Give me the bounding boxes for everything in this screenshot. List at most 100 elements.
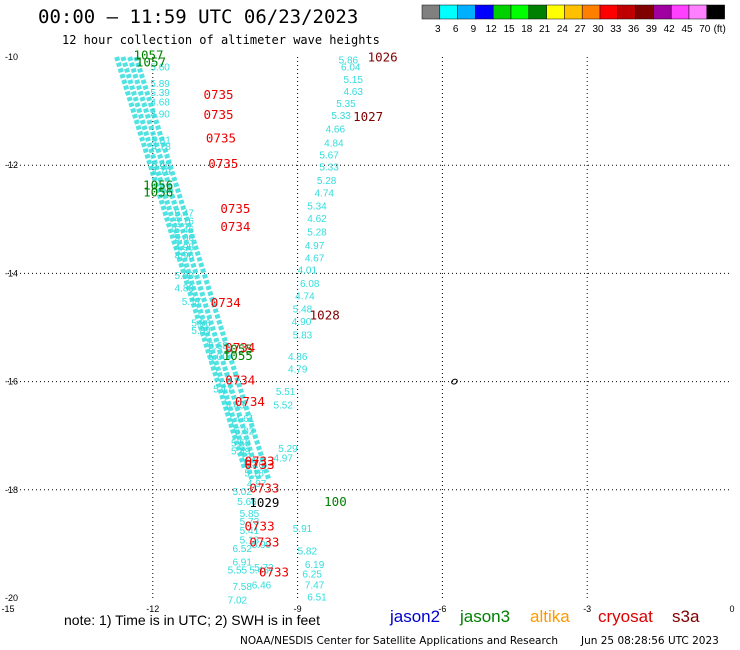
swh-value-label: 5.68 bbox=[208, 341, 228, 352]
swh-value-label: 5.47 bbox=[175, 209, 195, 220]
pass-time-label: 0735 bbox=[206, 130, 236, 145]
location-marker bbox=[451, 378, 458, 385]
y-tick-label: -18 bbox=[5, 485, 18, 495]
color-scale-label: 18 bbox=[521, 24, 533, 35]
swh-value-label: 5.52 bbox=[273, 401, 293, 412]
swh-value-label: 4.01 bbox=[298, 265, 318, 276]
color-scale-label: 70 bbox=[699, 24, 711, 35]
pass-time-label: 100 bbox=[324, 494, 347, 509]
pass-time-label: 0733 bbox=[245, 518, 275, 533]
color-scale-label: 3 bbox=[435, 24, 441, 35]
swh-value-label: 4.74 bbox=[295, 291, 315, 302]
swh-value-label: 4.83 bbox=[175, 283, 195, 294]
swh-value-label: 4.79 bbox=[151, 167, 171, 178]
swh-value-label: 5.33 bbox=[331, 111, 351, 122]
swh-value-label: 5.82 bbox=[298, 547, 318, 558]
swh-value-label: 5.72 bbox=[254, 563, 274, 574]
swh-value-label: 4.90 bbox=[150, 110, 170, 121]
swh-value-label: 5.86 bbox=[191, 318, 211, 329]
swh-value-label: 5.31 bbox=[151, 136, 171, 147]
swh-track-band bbox=[127, 56, 262, 480]
swh-value-label: 5.86 bbox=[339, 55, 359, 66]
swh-value-label: 5.35 bbox=[336, 99, 356, 110]
swh-value-label: 5.83 bbox=[293, 330, 313, 341]
pass-time-label: 1055 bbox=[223, 341, 253, 356]
legend-satellite-jason3: jason3 bbox=[460, 607, 511, 626]
swh-value-label: 5.00 bbox=[175, 271, 195, 282]
color-scale-swatch bbox=[706, 4, 725, 20]
swh-value-label: 5.58 bbox=[231, 439, 251, 450]
pass-time-label: 1027 bbox=[353, 109, 383, 124]
swh-value-label: 5.91 bbox=[293, 524, 313, 535]
x-tick-label: -12 bbox=[146, 604, 159, 614]
swh-value-label: 5.39 bbox=[150, 88, 170, 99]
swh-value-label: 6.19 bbox=[305, 560, 325, 571]
swh-value-label: 5.00 bbox=[208, 352, 228, 363]
x-tick-label: -9 bbox=[294, 604, 302, 614]
pass-time-label: 0734 bbox=[211, 295, 241, 310]
pass-time-label: 1029 bbox=[249, 495, 279, 510]
pass-time-label: 0735 bbox=[203, 107, 233, 122]
generated-timestamp: Jun 25 08:28:56 UTC 2023 bbox=[581, 635, 719, 647]
color-scale-label: 15 bbox=[503, 24, 515, 35]
swh-value-label: 5.33 bbox=[319, 163, 339, 174]
pass-time-label: 1057 bbox=[136, 55, 166, 70]
swh-value-label: 5.73 bbox=[240, 517, 260, 528]
swh-value-label: 5.02 bbox=[232, 487, 252, 498]
swh-value-label: 5.55 bbox=[228, 566, 248, 577]
swh-value-label: 5.40 bbox=[151, 160, 171, 171]
y-tick-label: -16 bbox=[5, 377, 18, 387]
pass-time-label: 1057 bbox=[133, 48, 163, 63]
x-tick-label: -6 bbox=[438, 604, 446, 614]
swh-value-label: 5.48 bbox=[293, 304, 313, 315]
color-scale-label: 33 bbox=[610, 24, 622, 35]
color-scale-label: 36 bbox=[628, 24, 640, 35]
x-tick-label: 0 bbox=[729, 604, 734, 614]
swh-track-band bbox=[120, 56, 255, 480]
swh-value-label: 5.18 bbox=[245, 468, 265, 479]
y-tick-label: -10 bbox=[5, 52, 18, 62]
swh-value-label: 5.99 bbox=[252, 540, 272, 551]
footer-note: note: 1) Time is in UTC; 2) SWH is in fe… bbox=[64, 612, 320, 628]
swh-track-band bbox=[133, 56, 272, 480]
pass-time-label: 0735 bbox=[220, 201, 250, 216]
swh-value-label: 5.28 bbox=[307, 228, 327, 239]
color-scale-label: 6 bbox=[453, 24, 459, 35]
swh-value-label: 7.58 bbox=[232, 582, 252, 593]
swh-value-label: 5.06 bbox=[175, 233, 195, 244]
color-scale-label: 12 bbox=[486, 24, 498, 35]
chart-title: 00:00 — 11:59 UTC 06/23/2023 bbox=[38, 6, 359, 28]
swh-value-label: 4.97 bbox=[247, 479, 267, 490]
swh-value-label: 5.89 bbox=[191, 326, 211, 337]
color-scale-label: 39 bbox=[646, 24, 658, 35]
pass-time-label: 1026 bbox=[368, 49, 398, 64]
chart-subtitle: 12 hour collection of altimeter wave hei… bbox=[62, 33, 380, 47]
color-scale-label: 30 bbox=[592, 24, 604, 35]
swh-value-label: 4.84 bbox=[324, 138, 344, 149]
swh-value-label: 4.86 bbox=[288, 352, 308, 363]
swh-value-label: 4.78 bbox=[151, 142, 171, 153]
swh-value-label: 5.60 bbox=[150, 63, 170, 74]
y-tick-label: -14 bbox=[5, 268, 18, 278]
swh-value-label: 6.25 bbox=[302, 569, 322, 580]
pass-time-label: 0733 bbox=[249, 535, 279, 550]
swh-value-label: 6.08 bbox=[300, 279, 320, 290]
color-scale-label: 42 bbox=[664, 24, 676, 35]
color-scale-label: 21 bbox=[539, 24, 551, 35]
credit-text: NOAA/NESDIS Center for Satellite Applica… bbox=[240, 635, 558, 647]
pass-time-label: 0733 bbox=[249, 481, 279, 496]
swh-value-label: 5.02 bbox=[235, 427, 255, 438]
swh-value-label: 5.49 bbox=[231, 447, 251, 458]
legend-satellite-s3a: s3a bbox=[672, 607, 700, 626]
color-scale-legend: 3 6 9 12 15 18 21 24 27 30 33 36 39 42 45 70 (ft) bbox=[421, 4, 726, 35]
swh-value-label: 4.62 bbox=[307, 214, 327, 225]
pass-time-label: 1055 bbox=[223, 348, 253, 363]
legend-satellite-altika: altika bbox=[530, 607, 570, 626]
swh-value-label: 5.16 bbox=[175, 217, 195, 228]
swh-value-label: 5.17 bbox=[213, 384, 233, 395]
swh-value-label: 4.67 bbox=[305, 253, 325, 264]
swh-value-label: 5.43 bbox=[225, 401, 245, 412]
pass-time-label: 0733 bbox=[259, 564, 289, 579]
swh-value-label: 5.46 bbox=[175, 225, 195, 236]
